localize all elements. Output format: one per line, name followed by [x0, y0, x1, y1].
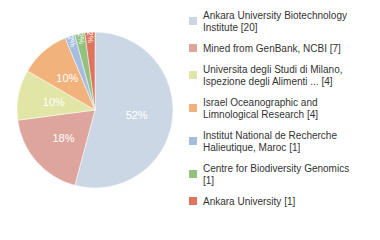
svg-text:18%: 18%	[52, 132, 74, 144]
svg-text:Institute [20]: Institute [20]	[203, 22, 258, 33]
svg-text:Israel Oceanographic and: Israel Oceanographic and	[203, 97, 320, 108]
svg-text:2%: 2%	[75, 32, 86, 45]
svg-text:10%: 10%	[56, 72, 78, 84]
svg-text:Universita degli Studi di Mila: Universita degli Studi di Milano,	[203, 64, 345, 75]
svg-text:2%: 2%	[65, 34, 78, 48]
svg-text:Mined from GenBank, NCBI [7]: Mined from GenBank, NCBI [7]	[203, 43, 341, 54]
svg-text:10%: 10%	[43, 96, 65, 108]
svg-text:Ankara University Biotechnolog: Ankara University Biotechnology	[203, 10, 350, 21]
svg-text:Institut National de Recherche: Institut National de Recherche	[203, 130, 340, 141]
svg-text:Halieutique, Maroc [1]: Halieutique, Maroc [1]	[203, 142, 300, 153]
svg-text:2%: 2%	[85, 31, 95, 43]
svg-text:Ispezione degli Alimenti ... [: Ispezione degli Alimenti ... [4]	[203, 76, 333, 87]
svg-text:Centre for Biodiversity Genomi: Centre for Biodiversity Genomics	[203, 163, 352, 174]
svg-text:52%: 52%	[126, 109, 148, 121]
svg-text:Ankara University [1]: Ankara University [1]	[203, 196, 295, 207]
svg-text:Limnological Research [4]: Limnological Research [4]	[203, 109, 318, 120]
svg-text:[1]: [1]	[203, 175, 214, 186]
